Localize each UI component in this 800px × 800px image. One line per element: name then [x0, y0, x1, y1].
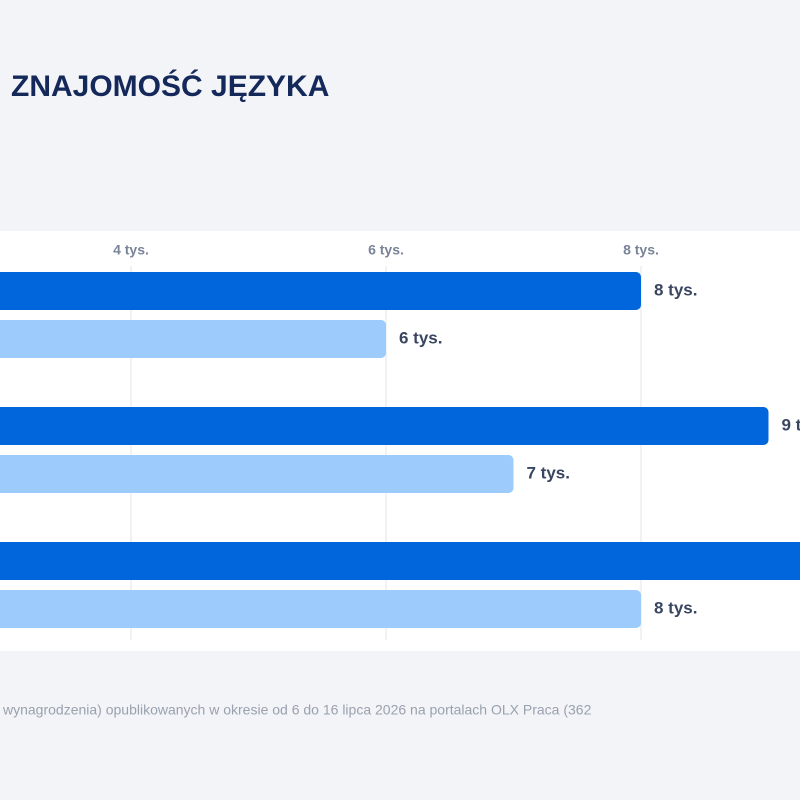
footnote: wynagrodzenia) opublikowanych w okresie … [2, 702, 592, 718]
value-label: 8 tys. [654, 598, 697, 617]
x-tick-label: 6 tys. [368, 242, 404, 258]
bar [0, 320, 386, 358]
x-tick-label: 8 tys. [623, 242, 659, 258]
bar [0, 590, 641, 628]
bar [0, 455, 514, 493]
value-label: 9 tys. [782, 415, 800, 434]
value-label: 6 tys. [399, 328, 442, 347]
x-tick-label: 4 tys. [113, 242, 149, 258]
bars: 8 tys.9 tys.10 tys.6 tys.7 tys.8 tys. [0, 272, 800, 628]
bar [0, 542, 800, 580]
value-label: 8 tys. [654, 280, 697, 299]
value-label: 7 tys. [527, 463, 570, 482]
bar [0, 272, 641, 310]
chart-title: ZNAJOMOŚĆ JĘZYKA [11, 69, 329, 103]
bar [0, 407, 769, 445]
